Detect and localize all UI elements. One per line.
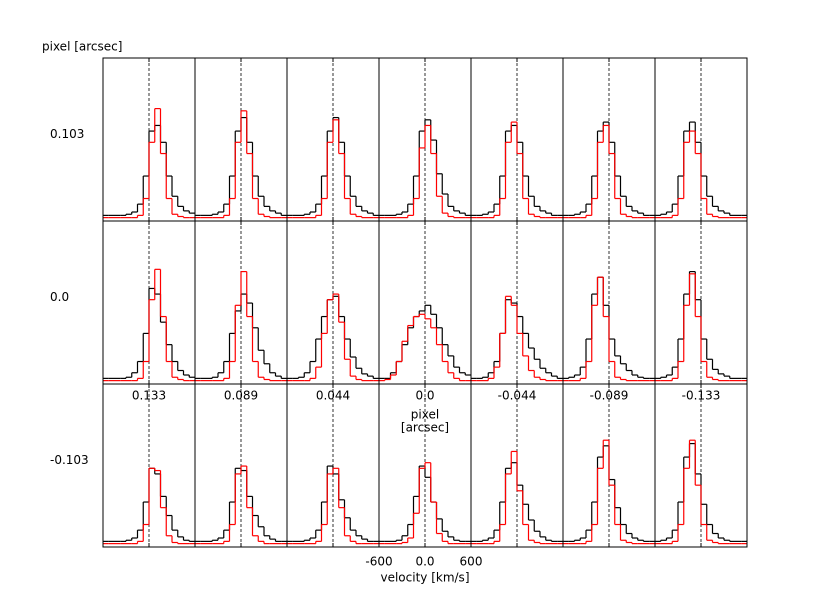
step-riser (493, 451, 541, 544)
x-tick-label: 0.0 (415, 555, 434, 569)
step-riser (671, 440, 719, 544)
x-tick-label: -600 (365, 555, 392, 569)
step-riser (136, 108, 185, 218)
frame (102, 57, 748, 548)
step-riser (401, 462, 449, 544)
step-riser (315, 468, 357, 544)
step-riser (315, 119, 363, 218)
row-label: 0.0 (50, 290, 69, 304)
step-riser (671, 131, 719, 218)
step-riser (223, 466, 265, 544)
row-axis-label: pixel [arcsec] (42, 40, 122, 54)
step-riser (223, 110, 271, 218)
step-riser (136, 468, 179, 544)
step-riser (671, 273, 719, 381)
step-riser (585, 440, 633, 544)
step-riser (579, 277, 627, 381)
row-label: 0.103 (50, 127, 84, 141)
step-riser (384, 314, 461, 381)
col-axis-label: [arcsec] (401, 421, 449, 435)
step-riser (309, 294, 363, 381)
step-riser (223, 271, 271, 381)
step-riser (487, 296, 547, 381)
x-axis-label: velocity [km/s] (380, 571, 469, 585)
row-label: -0.103 (50, 453, 89, 467)
step-riser (407, 125, 455, 218)
step-riser (585, 125, 633, 218)
step-riser (493, 122, 541, 218)
step-riser (136, 269, 185, 381)
x-tick-label: 600 (460, 555, 483, 569)
